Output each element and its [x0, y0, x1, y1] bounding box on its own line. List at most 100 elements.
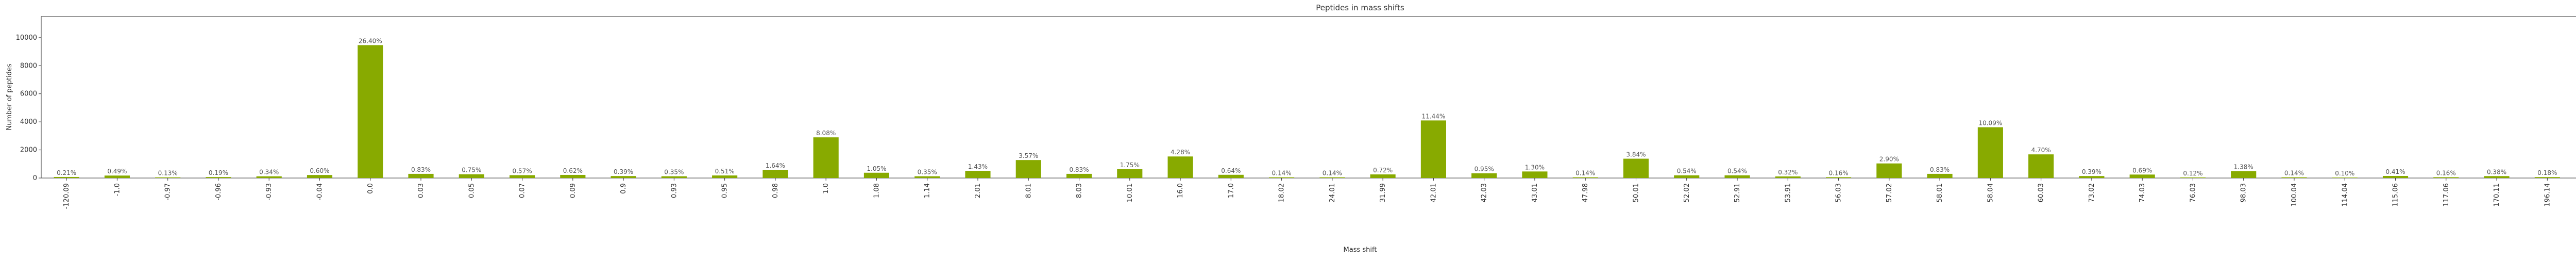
- bar-label: 0.83%: [1069, 166, 1089, 173]
- bar-label: 0.60%: [310, 167, 329, 174]
- bar-label: 0.14%: [1575, 170, 1595, 177]
- x-tick-label: 117.06: [2443, 183, 2450, 207]
- x-tick-label: 58.04: [1987, 183, 1994, 202]
- x-tick-label: 57.02: [1886, 183, 1893, 202]
- x-tick-label: 76.03: [2189, 183, 2197, 202]
- x-tick-label: 0.03: [417, 183, 425, 198]
- bar: [965, 171, 991, 178]
- y-tick-label: 8000: [20, 62, 37, 70]
- bar-label: 0.34%: [259, 169, 279, 176]
- bar: [1218, 174, 1244, 178]
- x-tick-label: 10.01: [1126, 183, 1134, 202]
- bar-label: 0.62%: [563, 167, 583, 174]
- x-tick-label: 98.03: [2240, 183, 2248, 202]
- bar-label: 0.54%: [1727, 168, 1747, 175]
- bar: [1471, 173, 1497, 178]
- x-tick-label: -0.97: [164, 183, 172, 201]
- bar-label: 0.54%: [1677, 168, 1697, 175]
- y-tick-label: 4000: [20, 118, 37, 126]
- bar-label: 0.57%: [512, 167, 532, 174]
- bar: [1623, 158, 1649, 178]
- x-tick-label: 18.02: [1278, 183, 1286, 202]
- bar-label: 26.40%: [359, 37, 382, 44]
- bar: [1522, 171, 1548, 178]
- bar: [1977, 127, 2003, 178]
- bar-label: 4.28%: [1171, 149, 1190, 156]
- x-tick-label: -0.04: [316, 183, 324, 201]
- x-tick-label: 16.0: [1177, 183, 1184, 198]
- x-tick-label: 0.93: [670, 183, 678, 198]
- x-tick-label: 0.9: [620, 183, 628, 194]
- bar-label: 0.19%: [209, 169, 228, 176]
- bar: [358, 45, 383, 178]
- x-tick-label: -0.96: [215, 183, 223, 201]
- bar-label: 0.21%: [57, 169, 76, 176]
- bar: [408, 173, 434, 178]
- bar: [1825, 177, 1852, 178]
- bar: [2382, 175, 2409, 178]
- x-tick-label: 43.01: [1531, 183, 1539, 202]
- x-tick-label: 1.0: [822, 183, 830, 194]
- bar: [206, 177, 231, 178]
- x-tick-label: 52.91: [1734, 183, 1741, 202]
- x-tick-label: 56.03: [1835, 183, 1843, 202]
- x-tick-label: -0.93: [265, 183, 273, 201]
- bar: [2129, 174, 2155, 178]
- x-tick-label: 0.98: [772, 183, 779, 198]
- x-tick-label: 196.14: [2544, 183, 2551, 207]
- y-tick-label: 6000: [20, 90, 37, 98]
- x-tick-label: 42.03: [1481, 183, 1488, 202]
- bar: [1117, 169, 1143, 178]
- bar-label: 0.13%: [158, 170, 178, 177]
- bar: [712, 175, 738, 178]
- bar-label: 1.30%: [1525, 164, 1545, 171]
- bar-label: 0.16%: [2436, 169, 2456, 176]
- x-tick-label: 73.02: [2088, 183, 2096, 202]
- y-tick-label: 10000: [16, 34, 37, 42]
- x-tick-label: 17.0: [1227, 183, 1235, 198]
- x-tick-label: 31.99: [1379, 183, 1387, 202]
- bar-label: 0.72%: [1373, 167, 1393, 174]
- x-tick-label: 114.04: [2341, 183, 2349, 207]
- bar: [307, 175, 333, 178]
- bar: [762, 169, 788, 178]
- x-tick-label: -120.09: [63, 183, 71, 209]
- bar-label: 1.75%: [1120, 162, 1140, 169]
- bar-label: 0.39%: [2082, 168, 2102, 175]
- bar: [1420, 120, 1446, 178]
- bar: [914, 176, 940, 178]
- bar: [1876, 163, 1902, 178]
- bar-label: 0.83%: [411, 166, 431, 173]
- bar: [2433, 177, 2459, 178]
- bar-label: 0.14%: [1272, 170, 1292, 177]
- bar-label: 1.64%: [766, 162, 785, 169]
- x-tick-label: 0.05: [468, 183, 476, 198]
- bar-label: 0.95%: [1475, 166, 1494, 173]
- x-tick-label: 1.14: [924, 183, 931, 198]
- bar-label: 1.05%: [867, 165, 886, 172]
- bar-label: 0.35%: [918, 169, 937, 176]
- x-tick-label: 52.02: [1683, 183, 1691, 202]
- bar: [2079, 176, 2105, 178]
- bar: [611, 176, 636, 178]
- bar: [1674, 175, 1700, 178]
- x-tick-label: 0.07: [519, 183, 527, 198]
- bar: [2534, 177, 2560, 178]
- bar-label: 3.57%: [1019, 152, 1038, 159]
- x-axis-label: Mass shift: [1344, 246, 1377, 254]
- x-tick-label: 53.91: [1784, 183, 1792, 202]
- x-tick-label: 47.98: [1582, 183, 1589, 202]
- bar: [661, 176, 687, 178]
- bar-label: 0.14%: [1323, 170, 1342, 177]
- x-tick-label: 0.0: [367, 183, 375, 194]
- bar-label: 1.43%: [968, 163, 988, 170]
- bar-label: 4.70%: [2031, 147, 2051, 154]
- bar: [104, 175, 130, 178]
- x-tick-label: 115.06: [2392, 183, 2400, 207]
- bar: [1775, 176, 1801, 178]
- x-tick-label: 1.08: [873, 183, 880, 198]
- x-tick-label: 2.01: [974, 183, 982, 198]
- bar-label: 0.32%: [1778, 169, 1798, 176]
- bar-label: 0.75%: [462, 167, 481, 174]
